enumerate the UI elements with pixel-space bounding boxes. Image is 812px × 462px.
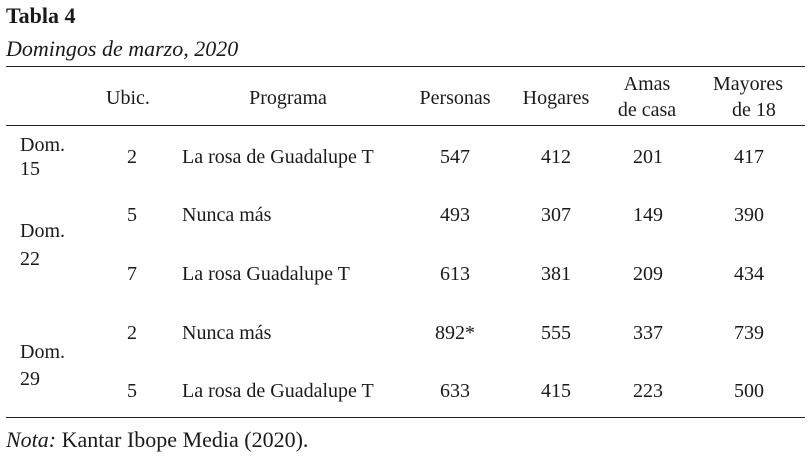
- cell-programa: La rosa Guadalupe T: [182, 263, 350, 285]
- header-hogares: Hogares: [522, 87, 590, 109]
- table-note: Nota: Kantar Ibope Media (2020).: [6, 426, 308, 454]
- cell-programa: Nunca más: [182, 204, 272, 226]
- cell-personas: 493: [440, 204, 470, 226]
- cell-programa: La rosa de Guadalupe T: [182, 146, 374, 168]
- cell-programa: Nunca más: [182, 322, 272, 344]
- cell-ubic: 5: [127, 380, 137, 402]
- note-text: Kantar Ibope Media (2020).: [56, 427, 309, 452]
- table-bottom-rule: [6, 417, 805, 418]
- cell-amas: 149: [633, 204, 663, 226]
- cell-hogares: 555: [541, 322, 571, 344]
- cell-personas: 633: [440, 380, 470, 402]
- cell-hogares: 412: [541, 146, 571, 168]
- group-label-line2: 22: [20, 248, 40, 270]
- table-header-rule: [6, 125, 805, 126]
- cell-mayores: 434: [734, 263, 764, 285]
- table-subtitle: Domingos de marzo, 2020: [6, 36, 239, 61]
- header-programa: Programa: [249, 87, 327, 109]
- header-amas-line2: de casa: [617, 99, 677, 121]
- cell-programa: La rosa de Guadalupe T: [182, 380, 374, 402]
- header-amas-line1: Amas: [623, 73, 671, 95]
- header-mayores-line1: Mayores: [713, 73, 783, 95]
- table-top-rule: [6, 66, 805, 67]
- cell-amas: 209: [633, 263, 663, 285]
- group-label-line1: Dom.: [20, 341, 65, 363]
- cell-ubic: 5: [127, 204, 137, 226]
- cell-ubic: 2: [127, 322, 137, 344]
- cell-amas: 201: [633, 146, 663, 168]
- cell-ubic: 7: [127, 263, 137, 285]
- cell-mayores: 390: [734, 204, 764, 226]
- cell-personas: 613: [440, 263, 470, 285]
- cell-mayores: 739: [734, 322, 764, 344]
- cell-mayores: 500: [734, 380, 764, 402]
- header-personas: Personas: [419, 87, 491, 109]
- header-mayores-line2: de 18: [732, 99, 776, 121]
- header-ubic: Ubic.: [106, 87, 150, 109]
- cell-hogares: 381: [541, 263, 571, 285]
- note-label: Nota:: [6, 427, 57, 452]
- cell-amas: 337: [633, 322, 663, 344]
- table-title: Tabla 4: [6, 3, 76, 28]
- cell-hogares: 415: [541, 380, 571, 402]
- group-label-line2: 29: [20, 368, 40, 390]
- group-label-line2: 15: [20, 158, 40, 180]
- cell-ubic: 2: [127, 146, 137, 168]
- group-label-line1: Dom.: [20, 220, 65, 242]
- cell-personas: 892*: [435, 322, 475, 344]
- cell-amas: 223: [633, 380, 663, 402]
- cell-personas: 547: [440, 146, 470, 168]
- cell-hogares: 307: [541, 204, 571, 226]
- group-label-line1: Dom.: [20, 134, 65, 156]
- cell-mayores: 417: [734, 146, 764, 168]
